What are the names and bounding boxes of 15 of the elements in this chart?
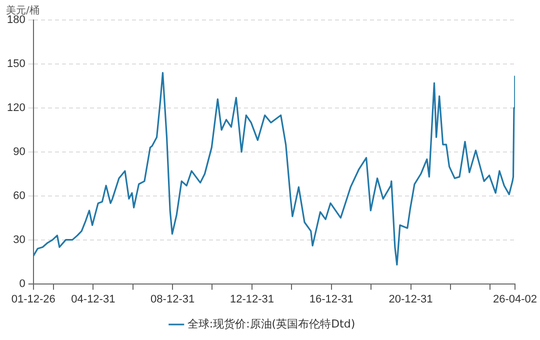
- x-tick-label: 16-12-31: [309, 293, 354, 306]
- x-tick-label: 20-12-31: [388, 293, 433, 306]
- y-tick-label: 150: [6, 58, 26, 70]
- y-tick-label: 60: [13, 190, 26, 202]
- x-tick-label: 04-12-31: [71, 293, 116, 306]
- y-tick-label: 90: [13, 146, 26, 158]
- x-tick-label: 01-12-26: [11, 293, 56, 306]
- y-tick-label: 120: [6, 102, 26, 114]
- y-tick-label: 30: [13, 234, 26, 246]
- x-tick-label: 12-12-31: [230, 293, 274, 306]
- legend-label: 全球:现货价:原油(英国布伦特Dtd): [187, 317, 356, 330]
- x-tick-label: 08-12-31: [150, 293, 195, 306]
- y-tick-label: 180: [6, 14, 26, 26]
- x-tick-label: 26-04-02: [492, 293, 538, 306]
- y-tick-label: 0: [19, 278, 26, 290]
